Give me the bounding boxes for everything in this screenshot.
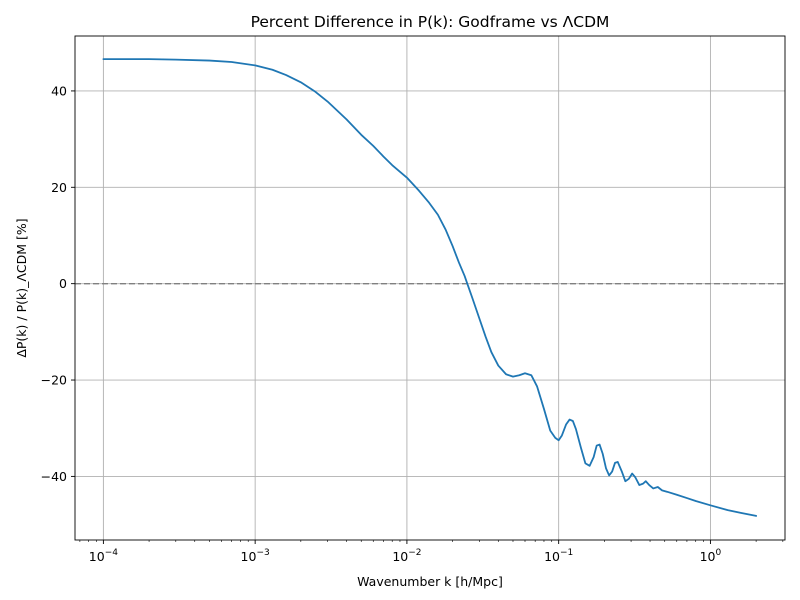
y-tick-label: −20: [41, 373, 67, 388]
x-tick-label: 10−1: [544, 548, 573, 564]
x-tick-label: 10−3: [241, 548, 270, 564]
plot-area-background: [75, 36, 785, 540]
plot-frame: [74, 35, 786, 541]
ticks: 10−4 10−3 10−2 10−1 100 40 20 0 −20 −40: [41, 83, 784, 564]
x-tick-label: 10−2: [392, 548, 421, 564]
y-axis-label: ΔP(k) / P(k)_ΛCDM [%]: [14, 218, 29, 357]
series-group: [102, 58, 758, 517]
y-tick-label: −40: [41, 469, 67, 484]
y-tick-label: 40: [51, 83, 67, 98]
x-tick-label: 100: [700, 548, 722, 564]
x-tick-label: 10−4: [89, 548, 118, 564]
y-tick-label: 0: [59, 276, 67, 291]
series-line: [102, 58, 758, 517]
x-axis-label: Wavenumber k [h/Mpc]: [357, 574, 503, 589]
chart-title: Percent Difference in P(k): Godframe vs …: [251, 13, 610, 31]
y-tick-label: 20: [51, 180, 67, 195]
